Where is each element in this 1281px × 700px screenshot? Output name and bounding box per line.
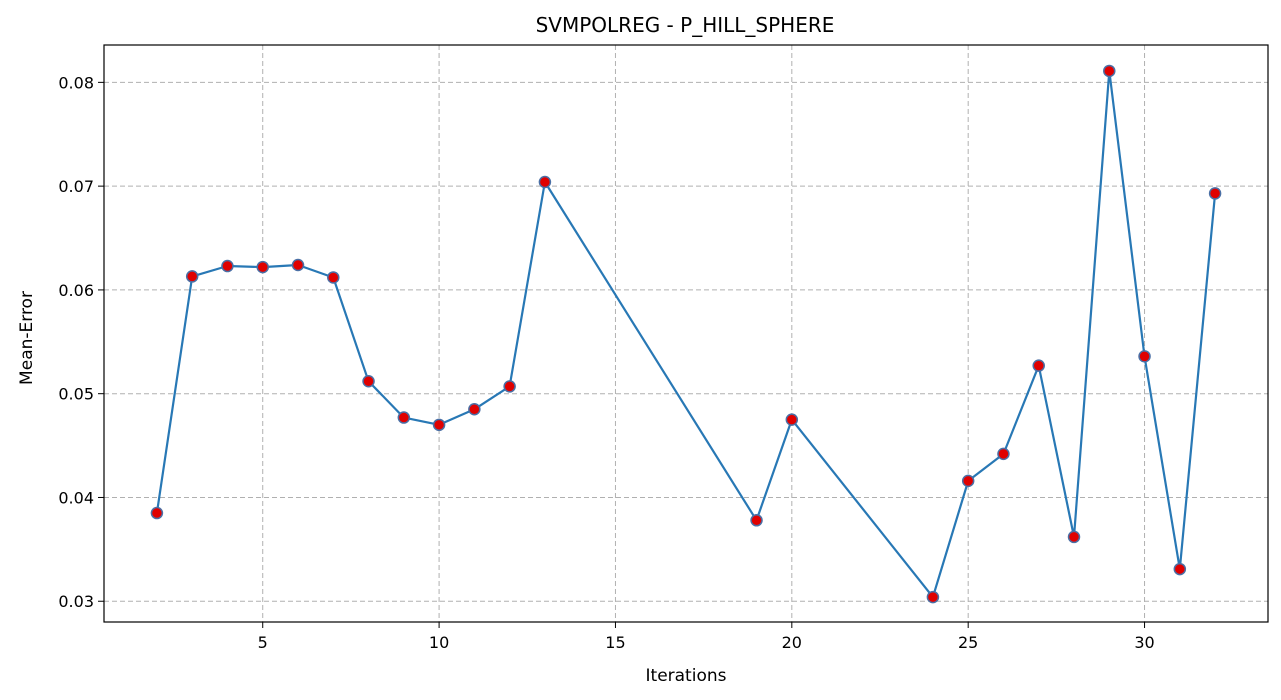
data-point — [185, 270, 199, 283]
y-tick-label: 0.03 — [58, 592, 94, 611]
y-axis-ticks: 0.03 0.04 0.05 0.06 0.07 0.08 — [58, 73, 104, 611]
data-point — [291, 258, 305, 272]
data-point — [362, 374, 375, 388]
data-point — [397, 411, 411, 424]
data-point — [256, 260, 269, 274]
x-axis-ticks: 5 10 15 20 25 30 — [258, 622, 1155, 652]
y-tick-label: 0.05 — [58, 385, 94, 404]
data-point — [997, 447, 1010, 461]
data-point — [538, 175, 552, 189]
x-tick-label: 10 — [429, 633, 449, 652]
y-tick-label: 0.08 — [58, 73, 94, 92]
data-point — [1103, 64, 1116, 78]
plot-frame — [103, 44, 1269, 623]
y-tick-label: 0.07 — [58, 177, 94, 196]
series-line — [155, 69, 1217, 599]
x-tick-label: 5 — [258, 633, 268, 652]
data-point — [468, 403, 481, 416]
data-point — [1208, 187, 1222, 200]
data-point — [1138, 350, 1151, 363]
x-tick-label: 20 — [782, 633, 802, 652]
data-point — [150, 506, 164, 520]
x-tick-label: 15 — [605, 633, 625, 652]
data-point — [1067, 530, 1081, 544]
data-point — [1032, 359, 1045, 372]
data-point — [961, 474, 975, 488]
x-tick-label: 25 — [958, 633, 978, 652]
data-point — [432, 418, 446, 432]
data-point — [750, 514, 763, 527]
data-point — [785, 413, 799, 426]
series-layer — [150, 64, 1222, 604]
y-tick-label: 0.04 — [58, 488, 94, 507]
data-point — [327, 271, 340, 284]
data-point — [926, 590, 940, 604]
y-tick-label: 0.06 — [58, 281, 94, 300]
grid — [104, 45, 1268, 622]
data-point — [221, 259, 234, 273]
chart-title: SVMPOLREG - P_HILL_SPHERE — [536, 13, 835, 37]
x-axis-label: Iterations — [646, 666, 727, 686]
x-tick-label: 30 — [1134, 633, 1154, 652]
data-point — [503, 380, 516, 393]
y-axis-label: Mean-Error — [17, 291, 37, 385]
data-point — [1173, 562, 1187, 576]
